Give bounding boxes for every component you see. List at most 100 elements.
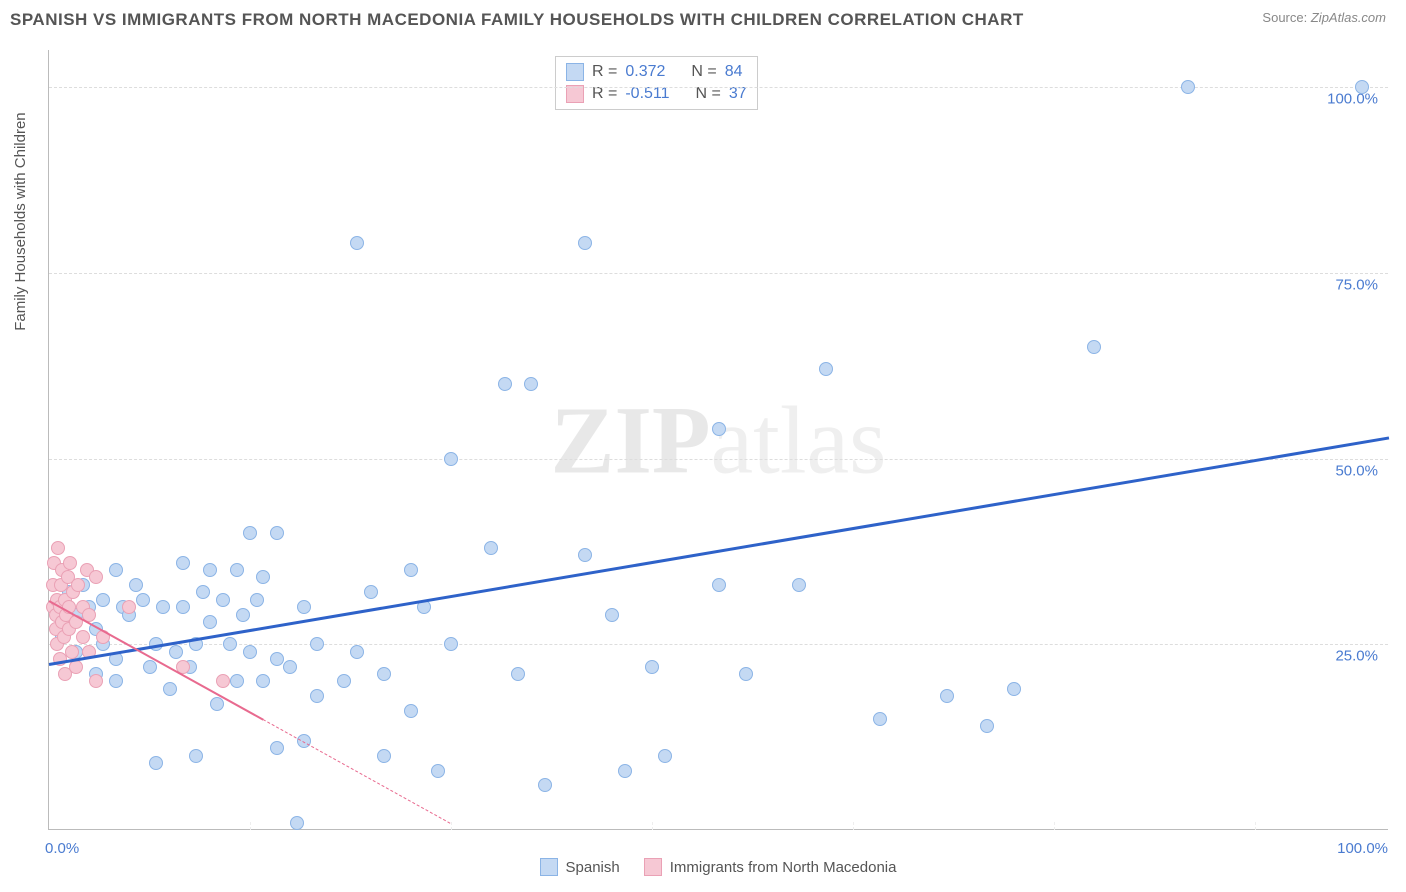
legend-label-macedonia: Immigrants from North Macedonia	[670, 859, 897, 876]
series-legend: Spanish Immigrants from North Macedonia	[48, 858, 1388, 876]
gridline-h	[49, 459, 1388, 460]
chart-header: SPANISH VS IMMIGRANTS FROM NORTH MACEDON…	[10, 10, 1396, 40]
data-point	[645, 660, 659, 674]
data-point	[310, 689, 324, 703]
y-axis-title: Family Households with Children	[12, 112, 29, 330]
data-point	[1181, 80, 1195, 94]
swatch-spanish	[566, 63, 584, 81]
data-point	[216, 674, 230, 688]
data-point	[223, 637, 237, 651]
data-point	[270, 652, 284, 666]
data-point	[243, 645, 257, 659]
data-point	[712, 422, 726, 436]
data-point	[89, 674, 103, 688]
data-point	[605, 608, 619, 622]
n-label: N =	[691, 61, 716, 83]
data-point	[230, 674, 244, 688]
data-point	[149, 756, 163, 770]
scatter-plot: ZIPatlas R = 0.372 N = 84 R = -0.511 N =…	[48, 50, 1388, 830]
data-point	[377, 749, 391, 763]
xtick-mark	[853, 822, 854, 830]
data-point	[243, 526, 257, 540]
data-point	[578, 236, 592, 250]
data-point	[270, 741, 284, 755]
source-value: ZipAtlas.com	[1311, 10, 1386, 25]
gridline-h	[49, 273, 1388, 274]
data-point	[404, 563, 418, 577]
data-point	[196, 585, 210, 599]
data-point	[256, 674, 270, 688]
xtick-mark	[250, 822, 251, 830]
data-point	[350, 236, 364, 250]
data-point	[310, 637, 324, 651]
data-point	[1355, 80, 1369, 94]
data-point	[156, 600, 170, 614]
data-point	[618, 764, 632, 778]
data-point	[498, 377, 512, 391]
source-label: Source:	[1262, 10, 1307, 25]
legend-item-macedonia: Immigrants from North Macedonia	[644, 858, 897, 876]
data-point	[444, 452, 458, 466]
data-point	[658, 749, 672, 763]
xtick-right: 100.0%	[1337, 840, 1388, 857]
legend-label-spanish: Spanish	[566, 859, 620, 876]
trend-line	[49, 436, 1389, 666]
data-point	[250, 593, 264, 607]
xtick-mark	[1054, 822, 1055, 830]
data-point	[63, 556, 77, 570]
data-point	[578, 548, 592, 562]
data-point	[210, 697, 224, 711]
data-point	[940, 689, 954, 703]
data-point	[163, 682, 177, 696]
data-point	[444, 637, 458, 651]
swatch-macedonia	[644, 858, 662, 876]
data-point	[819, 362, 833, 376]
r-value-spanish: 0.372	[625, 61, 665, 83]
data-point	[76, 630, 90, 644]
data-point	[203, 563, 217, 577]
data-point	[65, 645, 79, 659]
xtick-mark	[451, 822, 452, 830]
data-point	[122, 600, 136, 614]
data-point	[980, 719, 994, 733]
ytick-label: 25.0%	[1335, 648, 1378, 665]
xtick-left: 0.0%	[45, 840, 79, 857]
swatch-spanish	[540, 858, 558, 876]
source-attribution: Source: ZipAtlas.com	[1262, 10, 1386, 25]
data-point	[109, 563, 123, 577]
legend-item-spanish: Spanish	[540, 858, 620, 876]
data-point	[350, 645, 364, 659]
stats-legend: R = 0.372 N = 84 R = -0.511 N = 37	[555, 56, 758, 110]
data-point	[71, 578, 85, 592]
xtick-mark	[652, 822, 653, 830]
data-point	[270, 526, 284, 540]
data-point	[524, 377, 538, 391]
data-point	[96, 593, 110, 607]
data-point	[873, 712, 887, 726]
data-point	[189, 749, 203, 763]
data-point	[404, 704, 418, 718]
watermark-a: ZIP	[551, 386, 711, 493]
data-point	[792, 578, 806, 592]
data-point	[136, 593, 150, 607]
data-point	[364, 585, 378, 599]
data-point	[256, 570, 270, 584]
data-point	[176, 600, 190, 614]
data-point	[203, 615, 217, 629]
ytick-label: 75.0%	[1335, 276, 1378, 293]
ytick-label: 100.0%	[1327, 91, 1378, 108]
data-point	[1007, 682, 1021, 696]
data-point	[109, 674, 123, 688]
data-point	[739, 667, 753, 681]
data-point	[377, 667, 391, 681]
ytick-label: 50.0%	[1335, 462, 1378, 479]
data-point	[230, 563, 244, 577]
data-point	[511, 667, 525, 681]
xtick-mark	[1255, 822, 1256, 830]
data-point	[129, 578, 143, 592]
data-point	[297, 600, 311, 614]
data-point	[1087, 340, 1101, 354]
data-point	[538, 778, 552, 792]
data-point	[216, 593, 230, 607]
data-point	[51, 541, 65, 555]
